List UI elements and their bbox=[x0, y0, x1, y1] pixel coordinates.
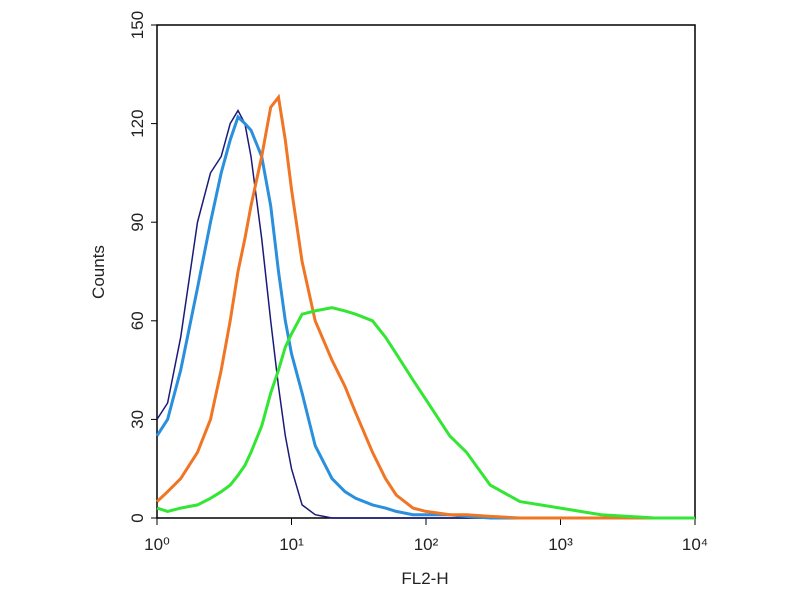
series-line bbox=[156, 306, 695, 520]
x-tick-label: 10³ bbox=[548, 535, 573, 554]
series-line bbox=[156, 108, 695, 519]
y-tick-label: 150 bbox=[128, 11, 147, 39]
y-axis-label: Counts bbox=[89, 245, 108, 299]
series-line bbox=[155, 93, 695, 520]
y-tick-label: 60 bbox=[128, 311, 147, 330]
y-tick-label: 30 bbox=[128, 410, 147, 429]
y-tick-label: 0 bbox=[128, 513, 147, 522]
x-tick-label: 10⁰ bbox=[144, 535, 170, 554]
x-tick-label: 10⁴ bbox=[682, 535, 708, 554]
x-tick-label: 10² bbox=[414, 535, 439, 554]
y-tick-label: 90 bbox=[128, 213, 147, 232]
x-axis-label: FL2-H bbox=[401, 569, 448, 588]
y-tick-label: 120 bbox=[128, 109, 147, 137]
x-tick-label: 10¹ bbox=[279, 535, 304, 554]
series-line bbox=[155, 114, 695, 520]
